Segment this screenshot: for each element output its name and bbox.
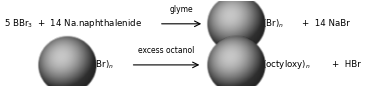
Text: +  HBr: + HBr <box>332 60 361 69</box>
Text: glyme: glyme <box>170 5 193 14</box>
Text: $-$(Br)$_n$: $-$(Br)$_n$ <box>85 59 114 71</box>
Text: $-$(Br)$_n$: $-$(Br)$_n$ <box>255 18 284 30</box>
Text: excess octanol: excess octanol <box>138 46 195 55</box>
Text: $-$(octyloxy)$_n$: $-$(octyloxy)$_n$ <box>255 58 311 71</box>
Text: 5 BBr$_3$  +  14 Na.naphthalenide: 5 BBr$_3$ + 14 Na.naphthalenide <box>5 17 143 30</box>
Text: +  14 NaBr: + 14 NaBr <box>302 19 350 28</box>
